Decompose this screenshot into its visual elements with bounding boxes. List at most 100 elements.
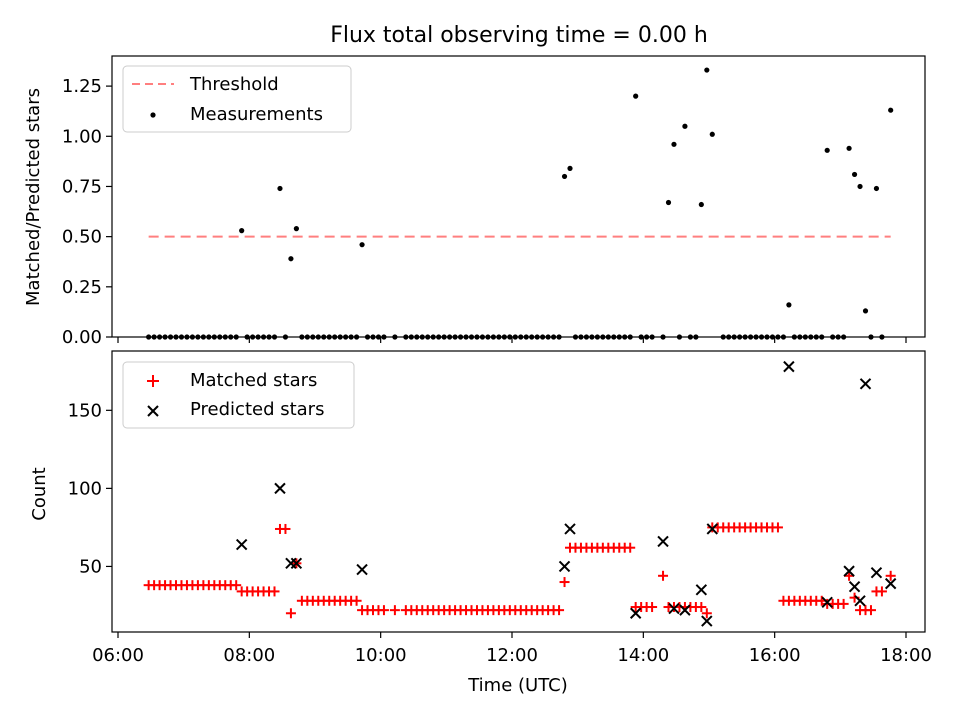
measurements-point <box>846 145 852 151</box>
measurements-point <box>529 334 535 340</box>
predicted-stars-marker <box>821 596 833 609</box>
predicted-stars-marker <box>783 360 795 373</box>
measurements-point <box>589 334 595 340</box>
measurements-point <box>293 226 299 232</box>
ratio-panel: 0.00 0.25 0.50 0.75 1.00 1.25 Matched/Predict… <box>23 55 926 348</box>
matched-stars-marker <box>838 598 849 609</box>
measurements-point <box>468 334 475 340</box>
count-x-tick-label: 14:00 <box>617 645 669 666</box>
ratio-y-tick-label: 0.75 <box>62 176 102 197</box>
measurements-point <box>255 334 261 340</box>
measurements-point <box>764 334 770 340</box>
measurements-point <box>512 334 518 340</box>
count-legend-box <box>122 361 355 429</box>
measurements-point <box>802 334 808 340</box>
count-x-tick-label: 18:00 <box>880 645 932 666</box>
measurements-point <box>222 334 228 340</box>
predicted-stars-marker <box>564 523 576 535</box>
measurements-point <box>200 334 206 340</box>
measurements-point <box>769 334 776 340</box>
matched-stars-marker <box>658 570 669 581</box>
measurements-point <box>813 334 819 340</box>
measurements-point <box>698 201 704 208</box>
measurements-point <box>627 334 633 340</box>
measurements-point <box>250 334 256 340</box>
measurements-point <box>862 308 869 314</box>
matched-stars-marker <box>772 522 783 533</box>
ratio-y-tick-label: 0.50 <box>62 227 102 248</box>
count-y-ticks: 50 100 150 <box>68 400 112 577</box>
measurements-point <box>693 334 699 340</box>
measurements-point <box>819 334 825 340</box>
count-y-tick-label: 100 <box>68 478 102 499</box>
predicted-stars-marker <box>558 560 571 573</box>
measurements-point <box>343 334 349 340</box>
measurements-point <box>534 334 540 340</box>
measurements-point <box>594 334 600 340</box>
measurements-point <box>266 334 272 340</box>
measurements-point <box>501 334 507 340</box>
chart-title: Flux total observing time = 0.00 h <box>330 23 708 48</box>
measurements-point <box>605 334 611 340</box>
measurements-point <box>353 334 360 340</box>
measurements-point <box>567 165 573 171</box>
ratio-y-tick-label: 0.00 <box>62 327 102 348</box>
measurements-point <box>228 334 234 340</box>
measurements-point <box>463 334 469 340</box>
measurements-point <box>550 334 557 340</box>
measurements-point <box>737 334 743 340</box>
predicted-stars-marker <box>668 602 680 615</box>
measurements-point <box>742 334 748 340</box>
x-axis-label: Time (UTC) <box>467 675 568 696</box>
measurements-point <box>753 334 759 340</box>
measurements-point <box>414 334 420 340</box>
count-x-tick-label: 10:00 <box>355 645 407 666</box>
measurements-point <box>649 334 655 340</box>
count-x-tick-label: 12:00 <box>486 645 538 666</box>
legend-measurements-swatch <box>150 112 156 118</box>
matched-stars-marker <box>378 605 389 616</box>
predicted-stars-marker <box>870 566 883 579</box>
matched-stars-marker <box>885 570 896 581</box>
measurements-point <box>720 334 726 340</box>
measurements-point <box>490 334 496 340</box>
measurements-point <box>321 334 327 340</box>
legend-matched-swatch <box>147 375 159 387</box>
measurements-point <box>146 334 152 340</box>
measurements-point <box>425 334 431 340</box>
predicted-stars-marker <box>854 595 866 607</box>
matched-stars-marker <box>231 580 242 591</box>
matched-stars-marker <box>269 586 280 597</box>
measurements-point <box>217 334 223 340</box>
measurements-point <box>167 334 174 340</box>
measurements-point <box>304 334 310 340</box>
measurements-point <box>408 334 414 340</box>
measurements-point <box>370 334 376 340</box>
measurements-point <box>704 67 710 73</box>
measurements-point <box>288 256 294 262</box>
matched-stars-marker <box>625 542 636 553</box>
measurements-point <box>888 107 894 113</box>
measurements-point <box>173 334 179 340</box>
legend-threshold-label: Threshold <box>189 74 279 95</box>
measurements-point <box>375 334 382 340</box>
predicted-stars-marker <box>274 482 286 495</box>
measurements-point <box>682 123 688 129</box>
measurements-point <box>260 334 267 340</box>
matched-stars-marker <box>701 608 712 619</box>
measurements-point <box>540 334 546 340</box>
matched-stars-marker <box>865 605 876 616</box>
predicted-stars-marker <box>290 557 303 570</box>
measurements-point <box>479 334 486 340</box>
measurements-point <box>452 334 458 340</box>
measurements-point <box>775 334 781 340</box>
measurements-point <box>337 334 343 340</box>
ratio-y-axis-label: Matched/Predicted stars <box>23 88 44 306</box>
measurements-point <box>786 302 792 308</box>
measurements-point <box>277 185 283 192</box>
ratio-y-tick-label: 1.25 <box>62 76 102 97</box>
measurements-point <box>348 334 354 340</box>
predicted-stars-marker <box>859 378 872 390</box>
measurements-point <box>233 334 239 340</box>
